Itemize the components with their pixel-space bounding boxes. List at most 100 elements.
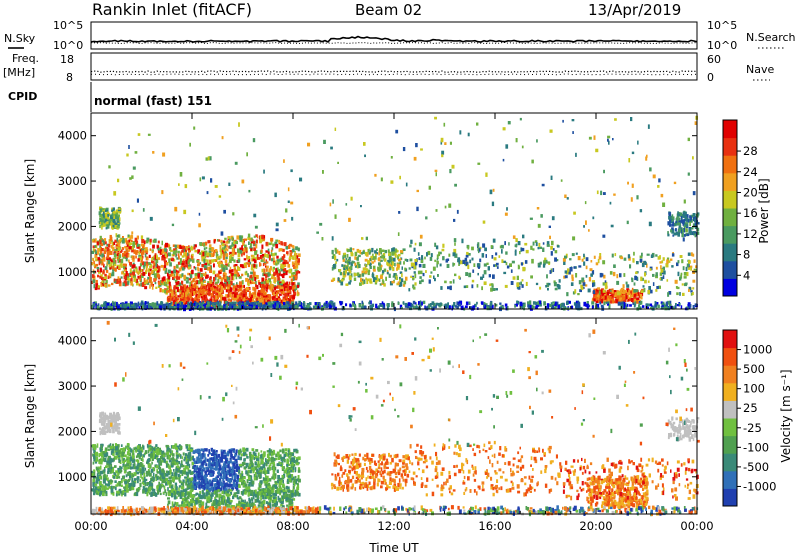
data-cell bbox=[553, 306, 557, 310]
data-cell bbox=[531, 258, 534, 264]
data-cell bbox=[398, 211, 401, 214]
data-cell bbox=[186, 287, 189, 290]
data-cell bbox=[135, 268, 138, 273]
data-cell bbox=[645, 156, 648, 161]
data-cell bbox=[447, 286, 450, 290]
data-cell bbox=[129, 246, 133, 250]
data-cell bbox=[141, 304, 144, 309]
data-cell bbox=[151, 461, 153, 465]
data-cell bbox=[150, 457, 152, 462]
data-cell bbox=[107, 214, 110, 218]
data-cell bbox=[598, 256, 602, 260]
freq-left-label: Freq. bbox=[12, 52, 39, 65]
data-cell bbox=[99, 235, 102, 240]
data-cell bbox=[402, 284, 406, 287]
data-cell bbox=[596, 190, 599, 195]
data-cell bbox=[200, 295, 203, 299]
data-cell bbox=[572, 131, 574, 134]
data-cell bbox=[153, 278, 157, 281]
data-cell bbox=[480, 301, 484, 304]
data-cell bbox=[280, 299, 284, 304]
data-cell bbox=[243, 258, 247, 261]
data-cell bbox=[627, 292, 630, 296]
data-cell bbox=[397, 232, 400, 236]
data-cell bbox=[182, 287, 184, 291]
data-cell bbox=[352, 302, 355, 307]
data-cell bbox=[234, 290, 237, 295]
data-cell bbox=[275, 239, 279, 242]
data-cell bbox=[297, 261, 300, 266]
data-cell bbox=[106, 224, 110, 229]
data-cell bbox=[255, 264, 258, 268]
data-cell bbox=[560, 179, 563, 182]
data-cell bbox=[94, 287, 98, 291]
data-cell bbox=[504, 212, 508, 216]
data-cell bbox=[129, 261, 132, 266]
data-cell bbox=[123, 280, 127, 284]
data-cell bbox=[231, 244, 234, 247]
data-cell bbox=[149, 238, 152, 243]
data-cell bbox=[221, 266, 223, 271]
data-cell bbox=[227, 291, 230, 295]
data-cell bbox=[169, 274, 172, 277]
data-cell bbox=[230, 299, 232, 304]
data-cell bbox=[358, 304, 362, 308]
data-cell bbox=[279, 248, 283, 252]
data-cell bbox=[123, 275, 126, 280]
data-cell bbox=[151, 260, 155, 264]
data-cell bbox=[614, 253, 617, 257]
data-cell bbox=[281, 291, 283, 295]
data-cell bbox=[510, 269, 513, 273]
data-cell bbox=[220, 277, 224, 281]
data-cell bbox=[207, 283, 211, 288]
data-cell bbox=[356, 272, 360, 276]
data-cell bbox=[146, 237, 150, 242]
data-cell bbox=[694, 225, 698, 229]
data-cell bbox=[134, 237, 137, 243]
data-cell bbox=[688, 288, 690, 292]
data-cell bbox=[149, 305, 152, 310]
data-cell bbox=[325, 303, 329, 309]
data-cell bbox=[167, 275, 170, 280]
data-cell bbox=[225, 255, 228, 259]
data-cell bbox=[682, 214, 685, 218]
data-cell bbox=[276, 302, 279, 307]
data-cell bbox=[152, 269, 156, 273]
data-cell bbox=[673, 223, 677, 227]
data-cell bbox=[659, 255, 661, 260]
data-cell bbox=[396, 267, 398, 271]
data-cell bbox=[325, 300, 328, 305]
data-cell bbox=[198, 289, 201, 293]
data-cell bbox=[253, 235, 256, 238]
data-cell bbox=[241, 247, 244, 252]
data-cell bbox=[483, 270, 487, 275]
data-cell bbox=[681, 283, 684, 286]
data-cell bbox=[377, 268, 381, 272]
data-cell bbox=[284, 304, 287, 309]
data-cell bbox=[382, 280, 385, 284]
data-cell bbox=[481, 253, 485, 258]
data-cell bbox=[230, 303, 234, 307]
data-cell bbox=[380, 264, 383, 268]
data-cell bbox=[372, 256, 375, 261]
data-cell bbox=[237, 288, 240, 293]
data-cell bbox=[677, 271, 680, 277]
data-cell bbox=[294, 288, 297, 292]
data-cell bbox=[381, 301, 384, 305]
data-cell bbox=[379, 256, 382, 259]
data-cell bbox=[92, 258, 95, 262]
data-cell bbox=[213, 295, 216, 299]
data-cell bbox=[477, 242, 480, 247]
data-cell bbox=[227, 264, 230, 267]
data-cell bbox=[226, 244, 228, 248]
colorbar-segment bbox=[723, 260, 737, 279]
data-cell bbox=[629, 304, 632, 307]
data-cell bbox=[148, 453, 151, 457]
data-cell bbox=[208, 277, 212, 281]
data-cell bbox=[169, 293, 172, 298]
data-cell bbox=[157, 465, 160, 470]
data-cell bbox=[112, 219, 116, 224]
data-cell bbox=[209, 300, 212, 306]
